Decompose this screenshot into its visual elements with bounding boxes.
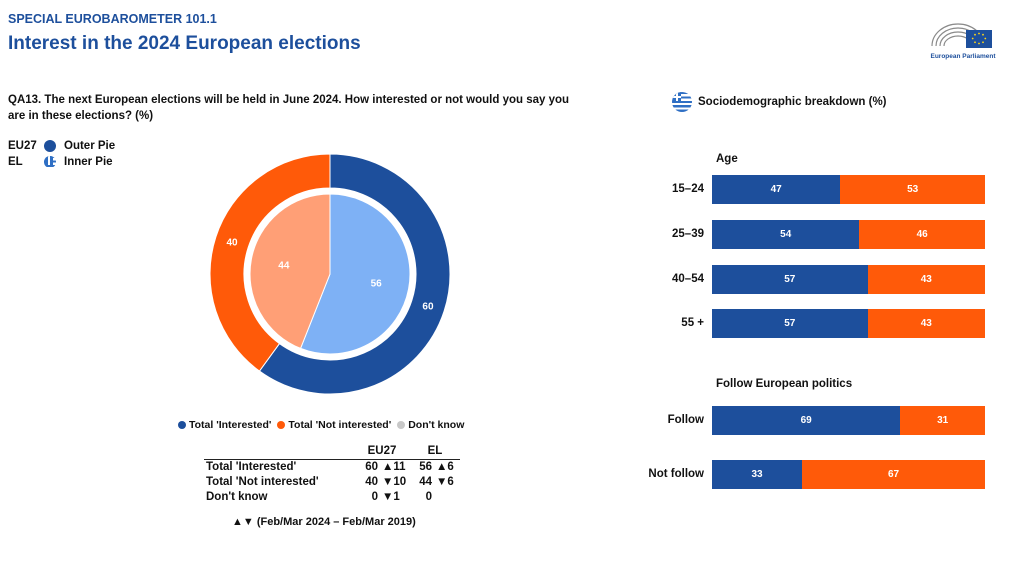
cell-eu27: 40 <box>365 475 378 488</box>
legend-label: Total 'Not interested' <box>288 419 392 431</box>
legend-label: Total 'Interested' <box>189 419 272 431</box>
legend-code: EU27 <box>8 140 37 152</box>
legend-label: Outer Pie <box>64 140 116 152</box>
row-label: Don't know <box>206 490 268 503</box>
inner-pie-slice-1 <box>249 193 331 350</box>
cell-el-change: ▲6 <box>434 458 460 474</box>
age-bar-segment-not-interested: 46 <box>859 220 985 249</box>
page-title: Interest in the 2024 European elections <box>8 33 361 54</box>
age-bar-segment-interested: 54 <box>712 220 860 249</box>
socio-breakdown-title: Sociodemographic breakdown (%) <box>672 92 887 112</box>
age-stacked-bar: 57 43 <box>712 265 985 294</box>
legend-item-interested: Total 'Interested' <box>178 419 271 431</box>
table-row: Total 'Interested' 60 ▲11 56 ▲6 <box>204 458 460 474</box>
row-label: Total 'Interested' <box>204 458 354 474</box>
age-bar-segment-not-interested: 53 <box>840 175 985 204</box>
inner-pie-label-1: 44 <box>278 261 290 272</box>
table-row: Total 'Not interested' 40 ▼10 44 ▼6 <box>204 474 460 489</box>
politics-category-label: Follow <box>667 414 704 426</box>
question-text: QA13. The next European elections will b… <box>8 94 570 122</box>
age-bar-segment-interested: 47 <box>712 175 841 204</box>
legend-item-dont-know: Don't know <box>397 419 464 431</box>
cell-el-change: ▼6 <box>436 475 454 488</box>
european-parliament-logo: European Parliament <box>926 16 1000 64</box>
politics-stacked-bar: 69 31 <box>712 406 985 435</box>
legend-label: Don't know <box>408 419 465 431</box>
pie-category-legend: Total 'Interested' Total 'Not interested… <box>178 419 464 431</box>
logo-text: European Parliament <box>930 53 996 60</box>
cell-el: 56 <box>410 458 434 474</box>
outer-pie-label-1: 40 <box>226 238 238 249</box>
age-stacked-bar: 57 43 <box>712 309 985 338</box>
politics-section-title: Follow European politics <box>716 378 853 390</box>
column-header-el: EL <box>427 444 443 457</box>
parliament-hemicycle-icon <box>931 23 992 48</box>
column-header-eu27: EU27 <box>367 444 397 457</box>
cell-el: 0 <box>425 490 432 503</box>
age-section-title: Age <box>716 153 738 165</box>
legend-code: EL <box>8 156 23 168</box>
politics-category-label: Not follow <box>648 468 704 480</box>
cell-eu27: 60 <box>354 458 380 474</box>
age-bar-segment-interested: 57 <box>712 265 868 294</box>
politics-stacked-bar: 33 67 <box>712 460 985 489</box>
politics-bar-segment-not-interested: 67 <box>802 460 985 489</box>
greek-flag-icon <box>672 92 692 112</box>
cell-eu27: 0 <box>371 490 378 503</box>
age-stacked-bar: 54 46 <box>712 220 985 249</box>
row-label: Total 'Not interested' <box>206 475 319 488</box>
change-footnote: ▲▼ (Feb/Mar 2024 – Feb/Mar 2019) <box>232 516 416 528</box>
age-category-label: 15–24 <box>672 183 704 195</box>
blue-dot-icon <box>44 140 56 152</box>
age-bar-segment-not-interested: 43 <box>867 309 985 338</box>
donut-chart: 60 40 56 44 <box>209 153 451 395</box>
orange-dot-icon <box>277 421 286 429</box>
cell-el-change <box>434 489 460 504</box>
summary-table: EU27 EL Total 'Interested' 60 ▲11 56 ▲6 … <box>204 443 460 504</box>
legend-item-not-interested: Total 'Not interested' <box>277 419 391 431</box>
inner-pie-label-0: 56 <box>371 278 383 289</box>
politics-bar-segment-not-interested: 31 <box>900 406 985 435</box>
blue-dot-icon <box>178 421 186 429</box>
cell-el: 44 <box>419 475 432 488</box>
politics-bar-segment-interested: 33 <box>712 460 803 489</box>
outer-pie-label-0: 60 <box>422 301 434 312</box>
age-category-label: 25–39 <box>672 228 704 240</box>
politics-bar-segment-interested: 69 <box>712 406 901 435</box>
age-bar-segment-interested: 57 <box>712 309 868 338</box>
age-stacked-bar: 47 53 <box>712 175 985 204</box>
table-row: Don't know 0 ▼1 0 <box>204 489 460 504</box>
inner-pie-slice-0 <box>299 193 411 355</box>
age-bar-segment-not-interested: 43 <box>867 265 985 294</box>
cell-eu27-change: ▲11 <box>380 458 410 474</box>
grey-dot-icon <box>397 421 406 429</box>
age-category-label: 40–54 <box>672 273 704 285</box>
legend-label: Inner Pie <box>64 156 113 168</box>
cell-eu27-change: ▼1 <box>382 490 400 503</box>
cell-eu27-change: ▼10 <box>382 475 407 488</box>
report-supertitle: SPECIAL EUROBAROMETER 101.1 <box>8 12 217 26</box>
socio-title-text: Sociodemographic breakdown (%) <box>698 96 887 108</box>
legend-outer-pie: EU27 Outer Pie <box>8 140 115 152</box>
legend-inner-pie: EL Inner Pie <box>8 156 113 168</box>
age-category-label: 55 + <box>681 317 704 329</box>
greek-flag-icon <box>44 156 56 168</box>
